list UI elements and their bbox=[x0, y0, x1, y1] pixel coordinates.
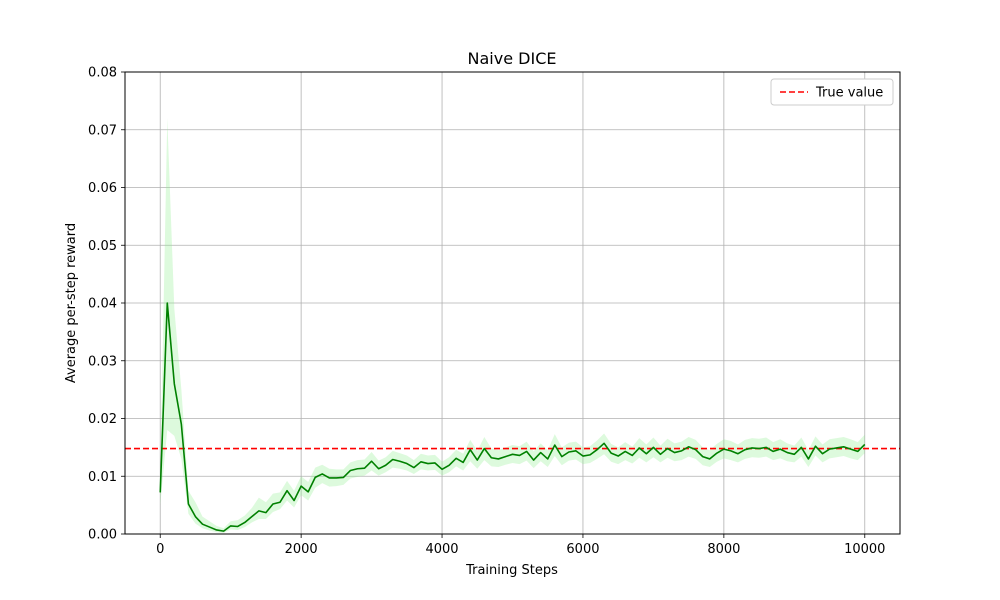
x-tick-label: 2000 bbox=[285, 542, 318, 557]
x-tick-label: 0 bbox=[156, 542, 164, 557]
y-tick-label: 0.00 bbox=[88, 528, 117, 543]
y-axis-ticks: 0.00 0.01 0.02 0.03 0.04 0.05 0.06 0.07 0.08 bbox=[88, 66, 125, 543]
x-tick-label: 8000 bbox=[707, 542, 740, 557]
x-tick-label: 6000 bbox=[566, 542, 599, 557]
legend-box bbox=[770, 78, 894, 106]
x-axis-ticks: 0 2000 4000 6000 8000 10000 bbox=[156, 534, 885, 557]
series-line bbox=[159, 302, 866, 532]
x-tick-label: 4000 bbox=[425, 542, 458, 557]
y-tick-label: 0.04 bbox=[88, 297, 117, 312]
confidence-band-layer bbox=[160, 118, 865, 533]
y-tick-label: 0.06 bbox=[88, 181, 117, 196]
x-axis-label: Training Steps bbox=[465, 563, 558, 578]
y-tick-label: 0.01 bbox=[88, 470, 117, 485]
y-axis-label: Average per-step reward bbox=[64, 223, 79, 383]
chart-title: Naive DICE bbox=[468, 49, 557, 68]
series-line-layer bbox=[159, 302, 866, 532]
legend: True value bbox=[770, 78, 894, 106]
x-tick-label: 10000 bbox=[844, 542, 885, 557]
y-tick-label: 0.05 bbox=[88, 239, 117, 254]
confidence-band bbox=[160, 118, 865, 533]
y-tick-label: 0.07 bbox=[88, 123, 117, 138]
legend-label-true-value: True value bbox=[815, 86, 883, 101]
y-tick-label: 0.02 bbox=[88, 412, 117, 427]
y-tick-label: 0.03 bbox=[88, 354, 117, 369]
y-tick-label: 0.08 bbox=[88, 66, 117, 81]
